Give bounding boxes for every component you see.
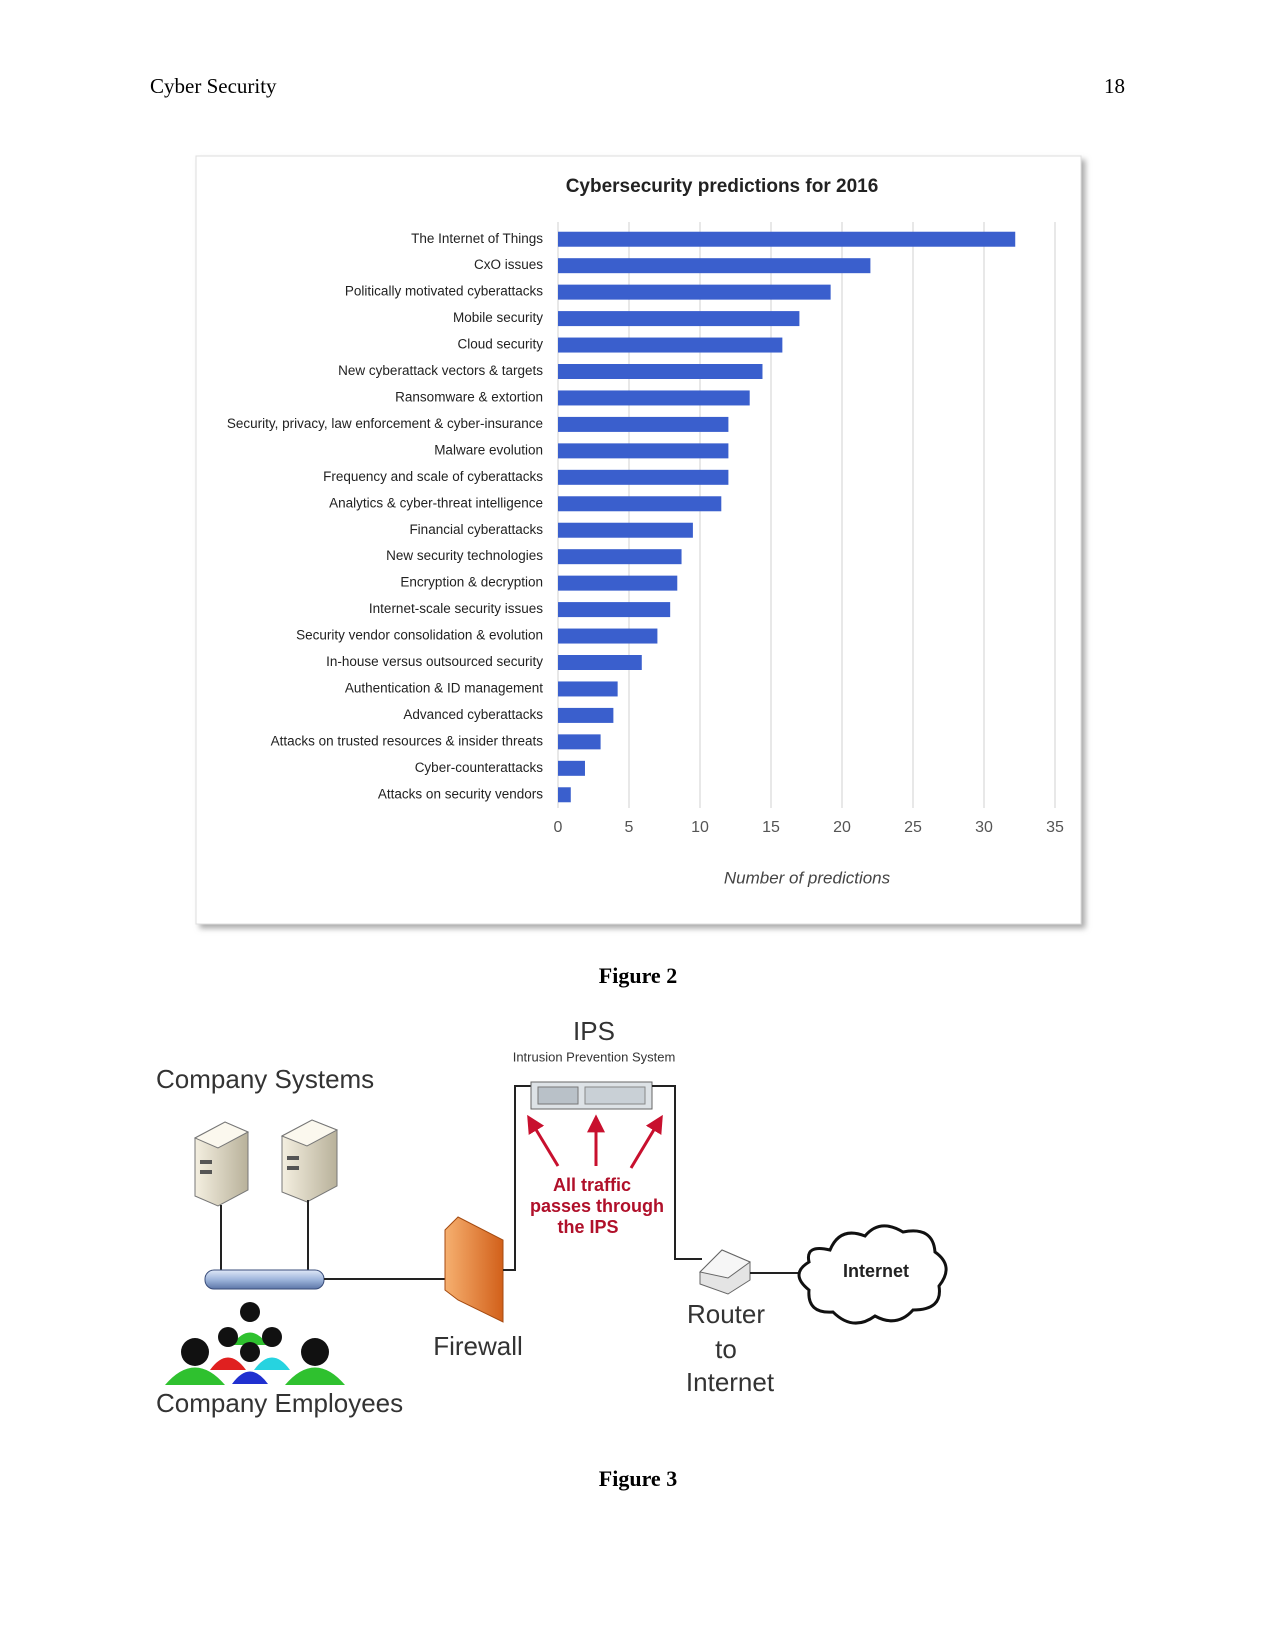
y-tick-label: Analytics & cyber-threat intelligence <box>329 495 543 510</box>
bar <box>558 443 729 459</box>
ips-device <box>530 1081 653 1110</box>
bar <box>558 231 1016 247</box>
bar <box>558 337 783 353</box>
y-tick-label: Internet-scale security issues <box>369 601 543 616</box>
bar <box>558 707 614 723</box>
employees-icon <box>165 1302 345 1385</box>
y-tick-label: Attacks on security vendors <box>378 786 543 801</box>
x-tick-label: 15 <box>762 819 780 836</box>
y-tick-label: Politically motivated cyberattacks <box>345 284 543 299</box>
chart: Cybersecurity predictions for 2016 Numbe… <box>227 176 1064 887</box>
running-head: Cyber Security <box>150 74 277 98</box>
bar <box>558 469 729 485</box>
server <box>280 1119 339 1203</box>
network-bus <box>204 1269 325 1290</box>
y-tick-label: Authentication & ID management <box>345 681 543 696</box>
y-tick-label: Mobile security <box>453 310 543 325</box>
network-diagram: Company Systems Company Employees Fire <box>156 1016 948 1418</box>
y-tick-label: Financial cyberattacks <box>409 522 543 537</box>
bar <box>558 787 571 803</box>
x-tick-label: 10 <box>691 819 709 836</box>
bar <box>558 628 658 644</box>
bar <box>558 602 671 618</box>
bar <box>558 258 871 274</box>
bar <box>558 681 618 697</box>
bar <box>558 364 763 379</box>
connector <box>503 1085 531 1271</box>
y-tick-label: Ransomware & extortion <box>395 390 543 405</box>
diagram-label: Company Systems <box>156 1064 374 1094</box>
y-tick-label: Security, privacy, law enforcement & cyb… <box>227 416 543 431</box>
bar <box>558 734 601 750</box>
arrow <box>527 1114 560 1167</box>
y-tick-label: New security technologies <box>386 548 543 563</box>
y-tick-label: The Internet of Things <box>411 231 543 246</box>
chart-title: Cybersecurity predictions for 2016 <box>566 176 879 197</box>
diagram-label: Internet <box>843 1261 909 1281</box>
diagram-label: Company Employees <box>156 1388 403 1418</box>
bar <box>558 390 750 406</box>
internet-cloud <box>797 1224 948 1325</box>
x-tick-label: 35 <box>1046 819 1064 836</box>
y-tick-label: Encryption & decryption <box>400 575 543 590</box>
diagram-label: Router <box>687 1299 765 1329</box>
x-tick-label: 30 <box>975 819 993 836</box>
y-tick-label: Attacks on trusted resources & insider t… <box>271 733 544 748</box>
diagram-label: Firewall <box>433 1331 523 1361</box>
diagram-note: passes through <box>530 1196 664 1216</box>
x-tick-label: 5 <box>625 819 634 836</box>
x-tick-label: 25 <box>904 819 922 836</box>
bar <box>558 284 831 300</box>
bar <box>558 522 693 538</box>
figure-caption: Figure 2 <box>599 963 677 988</box>
y-tick-label: Security vendor consolidation & evolutio… <box>296 628 543 643</box>
bar <box>558 575 678 591</box>
y-tick-label: Advanced cyberattacks <box>403 707 543 722</box>
arrow <box>629 1114 663 1169</box>
bar <box>558 760 585 776</box>
diagram-label: Internet <box>686 1367 775 1397</box>
y-tick-label: Cyber-counterattacks <box>415 760 544 775</box>
y-tick-label: Malware evolution <box>434 442 543 457</box>
diagram-label: IPS <box>573 1016 615 1046</box>
figure-caption: Figure 3 <box>599 1466 677 1491</box>
diagram-note: All traffic <box>553 1175 631 1195</box>
y-tick-label: In-house versus outsourced security <box>326 654 543 669</box>
y-tick-label: Frequency and scale of cyberattacks <box>323 469 543 484</box>
y-tick-label: Cloud security <box>457 337 543 352</box>
x-tick-label: 0 <box>554 819 563 836</box>
diagram-note: the IPS <box>557 1217 618 1237</box>
bar <box>558 311 800 327</box>
bar <box>558 549 682 565</box>
y-tick-label: CxO issues <box>474 257 543 272</box>
firewall-icon <box>444 1216 504 1323</box>
bar <box>558 655 642 670</box>
chart-panel <box>195 155 1082 925</box>
y-tick-label: New cyberattack vectors & targets <box>338 363 543 378</box>
bar <box>558 496 722 512</box>
server <box>193 1121 250 1207</box>
x-axis-title: Number of predictions <box>724 868 891 887</box>
router-icon <box>698 1249 752 1295</box>
diagram-label: to <box>715 1334 737 1364</box>
diagram-label: Intrusion Prevention System <box>513 1049 676 1064</box>
connector <box>652 1085 702 1260</box>
x-tick-label: 20 <box>833 819 851 836</box>
page-number: 18 <box>1104 74 1125 98</box>
bar <box>558 416 729 432</box>
